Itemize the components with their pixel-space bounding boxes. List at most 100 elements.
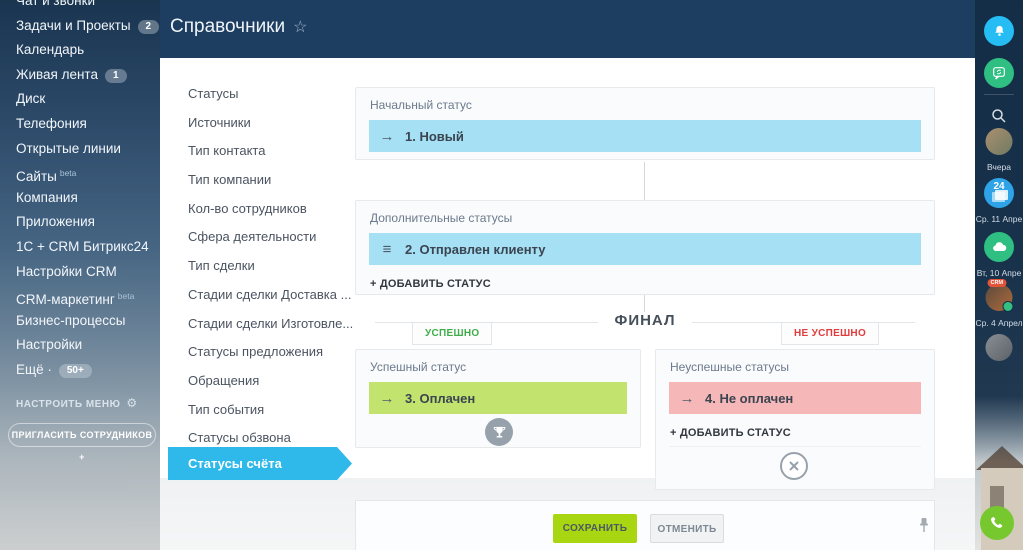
- beta-tag: beta: [59, 168, 77, 179]
- status-bar-label: 2. Отправлен клиенту: [405, 241, 546, 257]
- add-status-button[interactable]: + ДОБАВИТЬ СТАТУС: [370, 278, 491, 290]
- calendar-day-number: 24: [993, 181, 1005, 192]
- sidebar-item-chat[interactable]: Чат и звонки: [0, 0, 160, 14]
- timeline-avatar[interactable]: [985, 334, 1013, 361]
- dir-item-contact-type[interactable]: Тип контакта: [188, 143, 266, 159]
- sidebar-item-sites[interactable]: Сайты beta: [0, 161, 160, 186]
- left-sidebar: Чат и звонки Задачи и Проекты 2 Календарь…: [0, 0, 160, 550]
- sidebar-item-feed[interactable]: Живая лента 1: [0, 63, 160, 88]
- beta-tag: beta: [117, 291, 135, 302]
- timeline-date-label: Ср. 11 Апре: [975, 214, 1023, 224]
- final-title: ФИНАЛ: [598, 312, 692, 329]
- dir-item-industry[interactable]: Сфера деятельности: [188, 229, 317, 245]
- sidebar-item-label: Диск: [16, 91, 46, 107]
- dir-item-deal-type[interactable]: Тип сделки: [188, 258, 255, 274]
- configure-menu-label: НАСТРОИТЬ МЕНЮ: [16, 399, 121, 410]
- dir-item-quote-statuses[interactable]: Статусы предложения: [188, 344, 324, 360]
- sidebar-item-business-processes[interactable]: Бизнес-процессы: [0, 309, 160, 334]
- fail-statuses-panel: Неуспешные статусы → 4. Не оплачен + ДОБ…: [655, 349, 935, 490]
- timeline-avatar-crm[interactable]: CRM: [985, 279, 1014, 312]
- status-bar-paid[interactable]: → 3. Оплачен: [369, 382, 627, 414]
- network-chat-icon[interactable]: [984, 58, 1014, 88]
- configure-menu-button[interactable]: НАСТРОИТЬ МЕНЮ ⚙: [16, 396, 138, 410]
- status-bar-sent-to-client[interactable]: ≡ 2. Отправлен клиенту: [369, 233, 921, 265]
- sidebar-item-label: Чат и звонки: [16, 0, 96, 8]
- sidebar-item-drive[interactable]: Диск: [0, 87, 160, 112]
- gear-icon: ⚙: [126, 396, 138, 410]
- page-title-text: Справочники: [170, 16, 286, 37]
- cancel-button[interactable]: ОТМЕНИТЬ: [650, 514, 724, 543]
- add-status-button[interactable]: + ДОБАВИТЬ СТАТУС: [670, 427, 791, 439]
- sidebar-item-apps[interactable]: Приложения: [0, 210, 160, 235]
- fail-statuses-label: Неуспешные статусы: [670, 360, 790, 374]
- pin-icon[interactable]: [918, 516, 930, 534]
- status-bar-label: 3. Оплачен: [405, 390, 476, 406]
- right-rail: Вчера 24 Ср. 11 Апре Вт, 10 Апре CRM Ср.…: [975, 0, 1023, 550]
- calendar-day-icon[interactable]: 24: [984, 178, 1014, 208]
- arrow-right-icon: →: [379, 127, 395, 145]
- more-count-badge: 50+: [58, 363, 92, 378]
- sidebar-item-crm-settings[interactable]: Настройки CRM: [0, 260, 160, 285]
- phone-call-button[interactable]: [980, 506, 1014, 540]
- sidebar-item-crm-marketing[interactable]: CRM-маркетинг beta: [0, 284, 160, 309]
- sidebar-item-label: Приложения: [16, 214, 95, 230]
- crm-badge: CRM: [987, 279, 1007, 287]
- status-bar-label: 4. Не оплачен: [705, 390, 794, 406]
- dir-item-statuses[interactable]: Статусы: [188, 86, 239, 101]
- feed-count-badge: 1: [104, 68, 127, 83]
- additional-statuses-panel: Дополнительные статусы ≡ 2. Отправлен кл…: [355, 200, 935, 295]
- sidebar-item-settings[interactable]: Настройки: [0, 333, 160, 358]
- drag-handle-icon[interactable]: ≡: [382, 240, 392, 258]
- success-status-label: Успешный статус: [370, 360, 467, 374]
- dir-item-inquiries[interactable]: Обращения: [188, 372, 260, 388]
- calendar-page-shape: [995, 190, 1008, 200]
- sidebar-item-label: Бизнес-процессы: [16, 312, 126, 328]
- timeline-date-label: Ср. 4 Апрел: [975, 318, 1023, 328]
- notifications-bell-icon[interactable]: [984, 16, 1014, 46]
- sidebar-item-label: Открытые линии: [16, 140, 121, 156]
- final-success-tab[interactable]: УСПЕШНО: [412, 323, 493, 345]
- sidebar-item-calendar[interactable]: Календарь: [0, 38, 160, 63]
- sidebar-item-1c-crm[interactable]: 1С + CRM Битрикс24: [0, 235, 160, 260]
- sidebar-item-label: Настройки: [16, 337, 83, 353]
- timeline-avatar[interactable]: [985, 128, 1013, 155]
- sidebar-item-open-lines[interactable]: Открытые линии: [0, 137, 160, 162]
- dir-item-event-type[interactable]: Тип события: [188, 401, 265, 417]
- cloud-telephony-icon[interactable]: [984, 232, 1014, 262]
- dir-item-invoice-statuses-selected[interactable]: Статусы счёта: [168, 447, 352, 480]
- sidebar-item-telephony[interactable]: Телефония: [0, 112, 160, 137]
- flow-connector-line: [644, 295, 645, 322]
- additional-statuses-label: Дополнительные статусы: [370, 211, 513, 225]
- final-fail-tab[interactable]: НЕ УСПЕШНО: [781, 323, 880, 345]
- status-bar-new[interactable]: → 1. Новый: [369, 120, 921, 152]
- sidebar-item-label: 1С + CRM Битрикс24: [16, 238, 149, 254]
- dir-item-company-type[interactable]: Тип компании: [188, 172, 272, 188]
- save-button[interactable]: СОХРАНИТЬ: [553, 514, 637, 543]
- search-icon[interactable]: [986, 103, 1012, 129]
- directory-menu: Статусы Источники Тип контакта Тип компа…: [160, 80, 356, 453]
- dir-item-deal-stages-delivery[interactable]: Стадии сделки Доставка ...: [188, 286, 352, 302]
- favorite-star-icon[interactable]: ☆: [293, 19, 308, 36]
- timeline-date-label: Вт, 10 Апре: [976, 268, 1022, 278]
- sidebar-item-label: CRM-маркетинг: [16, 292, 115, 308]
- invite-employees-button[interactable]: ПРИГЛАСИТЬ СОТРУДНИКОВ +: [8, 423, 156, 462]
- status-bar-unpaid[interactable]: → 4. Не оплачен: [669, 382, 921, 414]
- sidebar-item-more[interactable]: Ещё · 50+: [0, 358, 160, 383]
- rail-divider: [984, 94, 1014, 95]
- status-bar-label: 1. Новый: [405, 128, 464, 144]
- dir-item-sources[interactable]: Источники: [188, 114, 251, 130]
- page-title: Справочники ☆: [170, 16, 307, 38]
- sidebar-item-label: Телефония: [16, 115, 87, 131]
- dir-item-employees-count[interactable]: Кол-во сотрудников: [188, 200, 307, 216]
- sidebar-item-label: Задачи и Проекты: [16, 17, 131, 33]
- sidebar-item-company[interactable]: Компания: [0, 186, 160, 211]
- sidebar-item-label: Настройки CRM: [16, 263, 117, 279]
- fail-x-circle-icon: [780, 452, 808, 480]
- dir-item-call-list-statuses[interactable]: Статусы обзвона: [188, 430, 291, 446]
- footer-panel: [355, 500, 935, 550]
- dir-item-deal-stages-production[interactable]: Стадии сделки Изготовле...: [188, 315, 354, 331]
- flow-connector-line: [644, 162, 645, 200]
- sidebar-item-tasks[interactable]: Задачи и Проекты 2: [0, 14, 160, 39]
- trophy-icon: [485, 418, 513, 446]
- sidebar-item-label: Ещё ·: [16, 361, 52, 377]
